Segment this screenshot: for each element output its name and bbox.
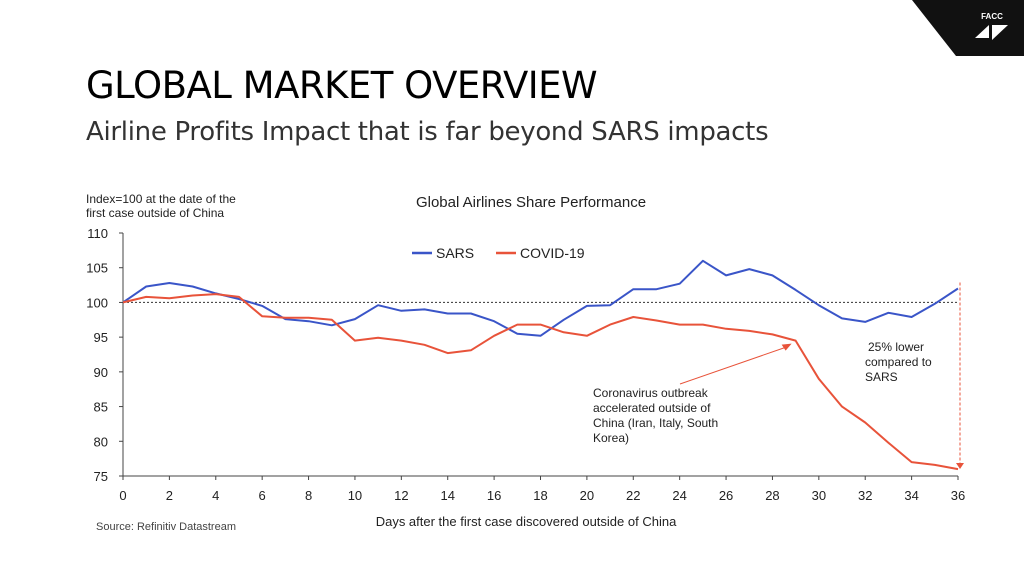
legend-label: COVID-19 [520,245,585,261]
y-tick-label: 85 [94,400,108,415]
x-tick-label: 24 [672,488,686,503]
y-tick-label: 75 [94,469,108,484]
x-tick-label: 34 [904,488,918,503]
x-tick-label: 4 [212,488,219,503]
x-tick-label: 14 [440,488,454,503]
series-line-sars [122,259,959,337]
logo-text: FACC [981,12,1003,21]
outbreak-annotation-text: Korea) [593,431,629,445]
y-tick-label: 105 [86,261,108,276]
logo-mark-left [975,25,989,38]
x-tick-label: 18 [533,488,547,503]
x-tick-label: 26 [719,488,733,503]
y-tick-label: 90 [94,365,108,380]
x-tick-label: 6 [259,488,266,503]
x-tick-label: 36 [951,488,965,503]
x-tick-label: 12 [394,488,408,503]
x-tick-label: 28 [765,488,779,503]
outbreak-annotation-text: Coronavirus outbreak [593,386,709,400]
gap-marker-arrow [956,463,964,470]
y-axis-label: Index=100 at the date of the [86,192,236,206]
y-tick-label: 95 [94,330,108,345]
y-tick-label: 100 [86,295,108,310]
gap-annotation-text: 25% lower [868,340,924,354]
y-tick-label: 80 [94,434,108,449]
facc-logo: FACC [912,0,1024,56]
x-tick-label: 30 [812,488,826,503]
outbreak-arrow-head [781,343,792,351]
x-tick-label: 16 [487,488,501,503]
logo-mark-right [992,25,1008,40]
outbreak-annotation-text: China (Iran, Italy, South [593,416,718,430]
x-tick-label: 22 [626,488,640,503]
gap-annotation-text: compared to [865,355,932,369]
slide-subtitle: Airline Profits Impact that is far beyon… [86,117,769,147]
x-tick-label: 20 [580,488,594,503]
x-axis-label: Days after the first case discovered out… [376,514,677,529]
x-tick-label: 32 [858,488,872,503]
chart-title: Global Airlines Share Performance [416,194,646,211]
legend-label: SARS [436,245,474,261]
x-tick-label: 10 [348,488,362,503]
logo-background [912,0,1024,56]
slide-title: GLOBAL MARKET OVERVIEW [86,64,598,107]
y-tick-label: 110 [87,226,108,241]
gap-annotation-text: SARS [865,370,898,384]
outbreak-arrow-line [679,346,788,385]
y-axis-label: first case outside of China [86,206,224,220]
x-tick-label: 0 [119,488,126,503]
x-tick-label: 2 [166,488,173,503]
series-line-covid-19 [122,293,959,471]
outbreak-annotation-text: accelerated outside of [593,401,711,415]
source-note: Source: Refinitiv Datastream [96,521,236,533]
x-tick-label: 8 [305,488,312,503]
